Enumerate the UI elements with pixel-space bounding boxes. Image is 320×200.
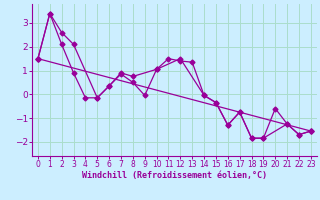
X-axis label: Windchill (Refroidissement éolien,°C): Windchill (Refroidissement éolien,°C) — [82, 171, 267, 180]
